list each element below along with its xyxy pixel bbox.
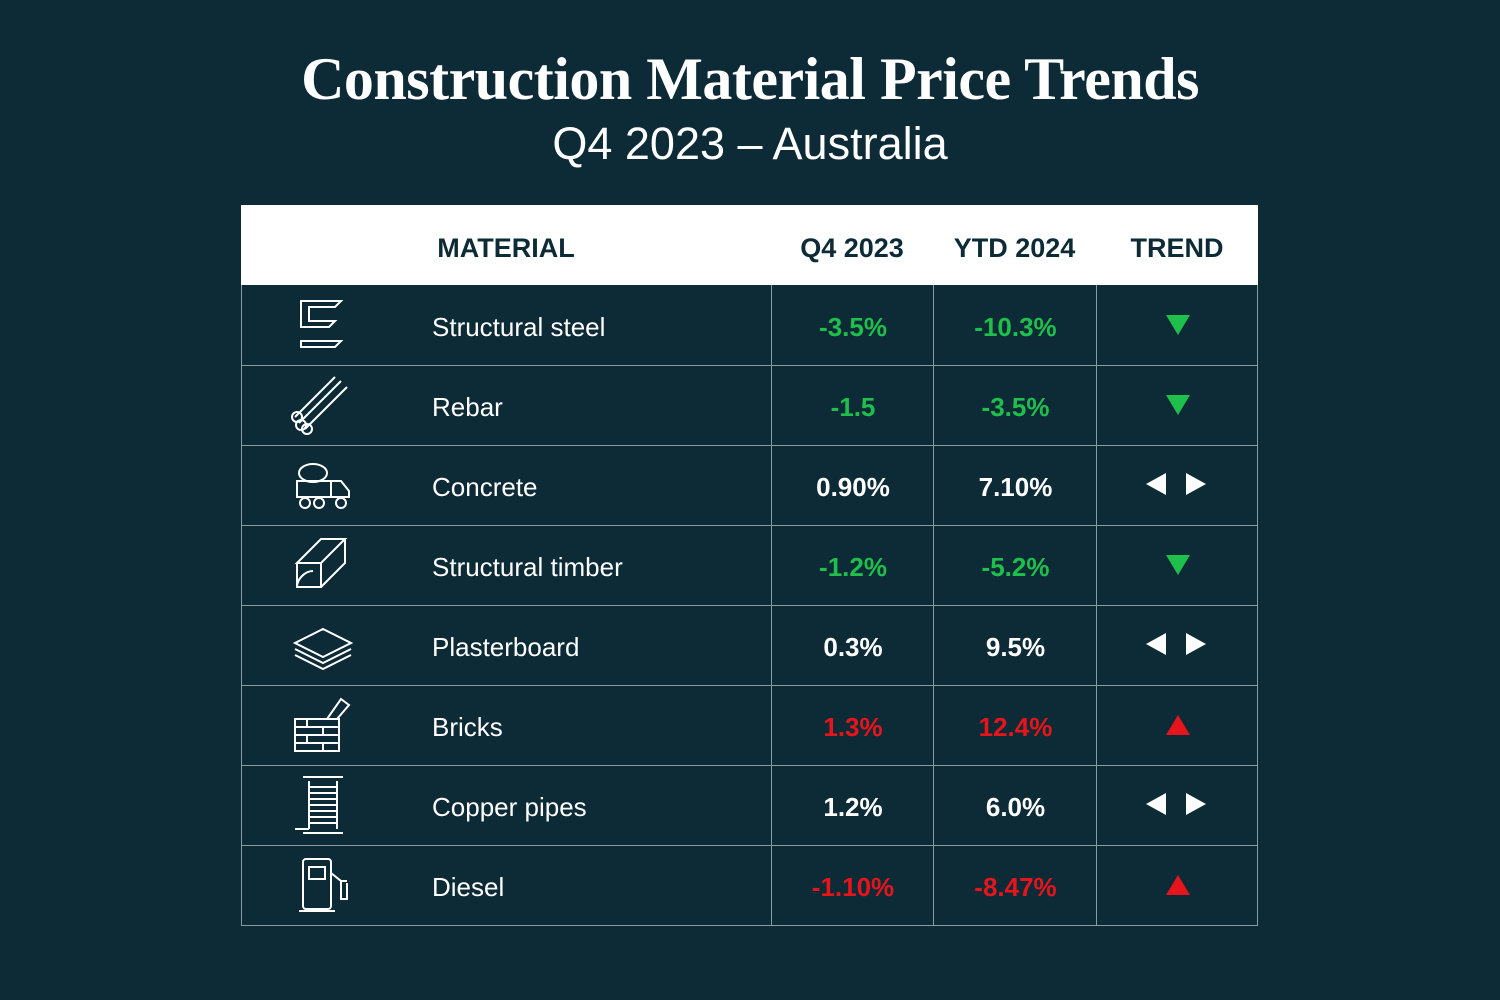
trend-indicator: [1166, 875, 1190, 895]
material-icon: [299, 858, 348, 912]
table-row: Concrete 0.90% 7.10%: [241, 445, 1258, 526]
material-icon: [294, 697, 351, 752]
column-divider: [933, 285, 934, 365]
material-name: Structural timber: [432, 552, 623, 582]
table-row: Bricks 1.3% 12.4%: [241, 685, 1258, 766]
material-name: Copper pipes: [432, 792, 587, 822]
table-row: Structural steel -3.5% -10.3%: [241, 285, 1258, 366]
column-divider: [933, 685, 934, 765]
trend-indicator: [1166, 395, 1190, 415]
ytd-value: -8.47%: [974, 872, 1057, 902]
trend-indicator: [1166, 715, 1190, 735]
table-header: MATERIAL Q4 2023 YTD 2024 TREND: [241, 205, 1258, 285]
q4-value: -1.2%: [819, 552, 887, 582]
column-divider: [1096, 605, 1097, 685]
material-name: Rebar: [432, 392, 503, 422]
column-header: YTD 2024: [953, 233, 1076, 263]
title: Construction Material Price Trends: [301, 46, 1199, 112]
column-divider: [933, 525, 934, 605]
table-row: Rebar -1.5 -3.5%: [241, 365, 1258, 446]
material-icon: [291, 376, 348, 435]
q4-value: 0.3%: [823, 632, 883, 662]
q4-value: 0.90%: [816, 472, 890, 502]
column-divider: [771, 685, 772, 765]
material-icon: [292, 627, 354, 671]
column-divider: [771, 525, 772, 605]
column-divider: [933, 445, 934, 525]
column-divider: [1096, 445, 1097, 525]
q4-value: 1.3%: [823, 712, 883, 742]
q4-value: 1.2%: [823, 792, 883, 822]
trend-indicator: [1166, 315, 1190, 335]
column-divider: [1096, 285, 1097, 365]
subtitle: Q4 2023 – Australia: [552, 118, 948, 169]
column-divider: [933, 365, 934, 445]
material-name: Plasterboard: [432, 632, 580, 662]
column-divider: [1096, 525, 1097, 605]
material-icon: [296, 463, 350, 509]
trend-indicator: [1146, 793, 1206, 815]
ytd-value: 12.4%: [978, 712, 1053, 742]
ytd-value: 6.0%: [985, 792, 1046, 822]
ytd-value: 7.10%: [978, 472, 1053, 502]
table-row: Plasterboard 0.3% 9.5%: [241, 605, 1258, 686]
material-icon: [295, 776, 343, 834]
table-row: Diesel -1.10% -8.47%: [241, 845, 1258, 926]
material-name: Concrete: [432, 472, 538, 502]
material-name: Structural steel: [432, 312, 606, 342]
trend-indicator: [1166, 555, 1190, 575]
column-divider: [1096, 365, 1097, 445]
column-divider: [771, 285, 772, 365]
q4-value: -3.5%: [819, 312, 887, 342]
ytd-value: 9.5%: [985, 632, 1046, 662]
material-icon: [294, 538, 348, 588]
column-header: MATERIAL: [437, 233, 575, 263]
table-row: Structural timber -1.2% -5.2%: [241, 525, 1258, 606]
column-divider: [1096, 845, 1097, 925]
table: MATERIAL Q4 2023 YTD 2024 TREND Structur…: [241, 205, 1258, 926]
material-name: Diesel: [432, 872, 505, 902]
column-divider: [771, 365, 772, 445]
material-icon: [300, 300, 344, 348]
table-row: Copper pipes 1.2% 6.0%: [241, 765, 1258, 846]
column-divider: [771, 445, 772, 525]
q4-value: -1.5: [830, 392, 876, 422]
column-divider: [771, 845, 772, 925]
column-divider: [1096, 685, 1097, 765]
ytd-value: -3.5%: [981, 392, 1050, 422]
q4-value: -1.10%: [811, 872, 895, 902]
trend-indicator: [1146, 633, 1206, 655]
trend-indicator: [1146, 473, 1206, 495]
ytd-value: -5.2%: [981, 552, 1050, 582]
column-divider: [933, 845, 934, 925]
column-divider: [933, 765, 934, 845]
column-header: Q4 2023: [800, 233, 904, 263]
column-divider: [933, 605, 934, 685]
column-header: TREND: [1130, 233, 1224, 263]
column-divider: [771, 765, 772, 845]
column-divider: [1096, 765, 1097, 845]
material-name: Bricks: [432, 712, 503, 742]
ytd-value: -10.3%: [974, 312, 1057, 342]
column-divider: [771, 605, 772, 685]
